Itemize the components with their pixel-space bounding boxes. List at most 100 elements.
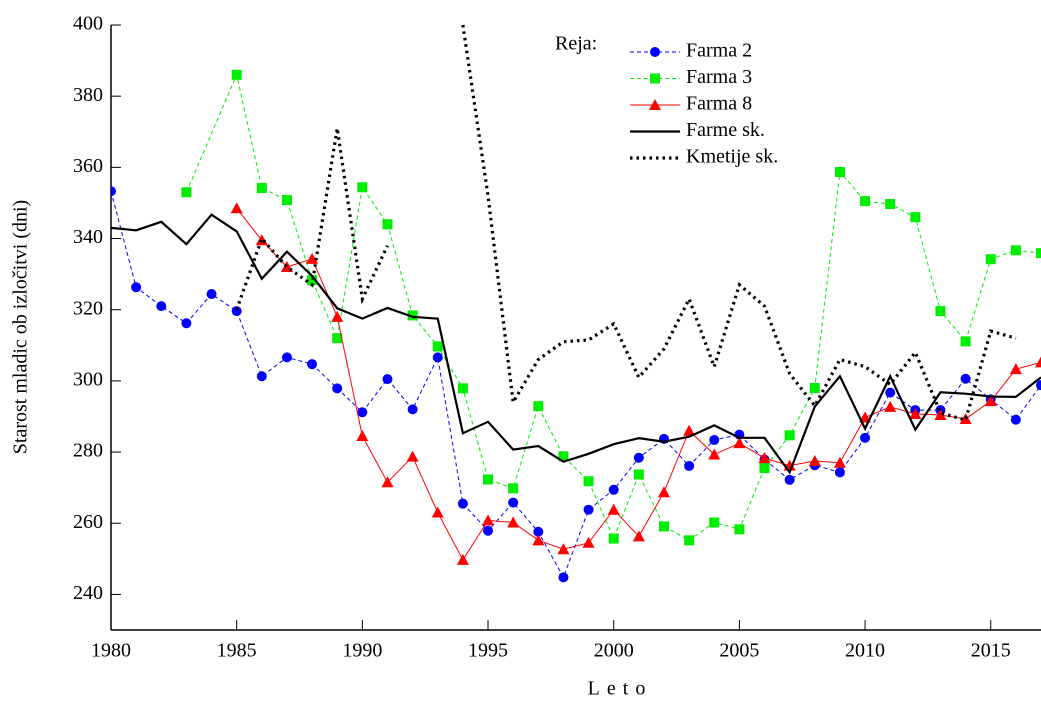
data-point	[759, 463, 770, 474]
data-point	[230, 202, 243, 214]
data-point	[457, 498, 468, 509]
legend-label: Farma 3	[686, 66, 752, 88]
x-tick-label: 2010	[845, 640, 885, 662]
data-point	[784, 430, 795, 441]
y-tick-label: 400	[73, 13, 103, 35]
data-point	[331, 310, 344, 322]
y-axis-label: Starost mladic ob izločitvi (dni)	[10, 200, 32, 454]
data-point	[307, 275, 318, 286]
legend-marker	[650, 73, 660, 84]
data-point	[608, 533, 619, 544]
data-point	[181, 318, 192, 329]
data-point	[558, 451, 569, 462]
data-point	[256, 371, 267, 382]
data-point	[483, 525, 494, 536]
legend-marker	[649, 99, 661, 110]
data-point	[633, 469, 644, 480]
data-point	[307, 359, 318, 370]
data-point	[332, 333, 343, 344]
data-point	[960, 373, 971, 384]
data-point	[382, 374, 393, 385]
data-point	[332, 383, 343, 394]
data-point	[1036, 248, 1041, 259]
data-point	[181, 187, 192, 198]
data-point	[231, 69, 242, 80]
data-point	[583, 504, 594, 515]
x-tick-label: 1990	[342, 640, 382, 662]
data-point	[256, 182, 267, 193]
data-point	[1010, 245, 1021, 256]
x-tick-label: 1985	[217, 640, 257, 662]
data-point	[406, 450, 419, 462]
y-tick-label: 280	[73, 440, 103, 462]
series-line	[111, 213, 1041, 475]
data-point	[583, 476, 594, 487]
legend-label: Farma 8	[686, 93, 752, 115]
series-line	[185, 73, 1041, 541]
data-point	[356, 430, 369, 442]
data-point	[407, 310, 418, 321]
data-point	[431, 506, 444, 518]
data-point	[709, 434, 720, 445]
data-point	[784, 474, 795, 485]
data-point	[909, 407, 922, 419]
data-point	[885, 199, 896, 210]
legend-marker	[650, 47, 660, 57]
plot-area	[111, 24, 1041, 583]
data-point	[357, 407, 368, 418]
data-point	[483, 474, 494, 485]
data-point	[255, 234, 268, 246]
data-point	[456, 553, 469, 565]
data-point	[910, 212, 921, 223]
y-tick-label: 300	[73, 368, 103, 390]
data-point	[632, 530, 645, 542]
data-point	[382, 219, 393, 230]
data-point	[934, 409, 947, 421]
data-point	[532, 534, 545, 546]
data-point	[507, 516, 520, 528]
data-point	[1009, 363, 1022, 375]
data-point	[457, 383, 468, 394]
data-point	[482, 514, 495, 526]
data-point	[758, 452, 771, 464]
legend-label: Farma 2	[686, 40, 752, 62]
data-point	[885, 387, 896, 398]
data-point	[809, 383, 820, 393]
data-point	[984, 395, 997, 407]
data-point	[131, 282, 142, 293]
data-point	[834, 467, 845, 478]
data-point	[432, 352, 443, 363]
data-point	[557, 543, 570, 555]
data-point	[281, 352, 292, 363]
y-tick-label: 320	[73, 297, 103, 319]
y-tick-label: 340	[73, 226, 103, 248]
legend-title: Reja:	[555, 33, 597, 55]
data-point	[608, 484, 619, 495]
series-line	[461, 24, 1017, 423]
series-line	[235, 127, 389, 311]
data-point	[733, 437, 746, 449]
data-point	[533, 526, 544, 537]
data-point	[407, 404, 418, 415]
data-point	[860, 196, 871, 207]
data-point	[708, 448, 721, 460]
data-point	[558, 572, 569, 583]
x-tick-label: 1995	[468, 640, 508, 662]
data-point	[833, 456, 846, 468]
x-tick-label: 2015	[971, 640, 1011, 662]
data-point	[1035, 356, 1041, 368]
data-point	[1010, 414, 1021, 425]
data-point	[808, 454, 821, 466]
data-point	[156, 301, 167, 312]
data-point	[357, 182, 368, 193]
data-point	[432, 341, 443, 352]
data-point	[508, 483, 519, 494]
data-point	[657, 486, 670, 498]
data-point	[709, 517, 720, 528]
x-axis-label: Leto	[588, 678, 653, 700]
legend-label: Farme sk.	[686, 119, 765, 141]
series-line	[111, 191, 1041, 579]
data-point	[734, 524, 745, 535]
data-point	[206, 289, 217, 300]
